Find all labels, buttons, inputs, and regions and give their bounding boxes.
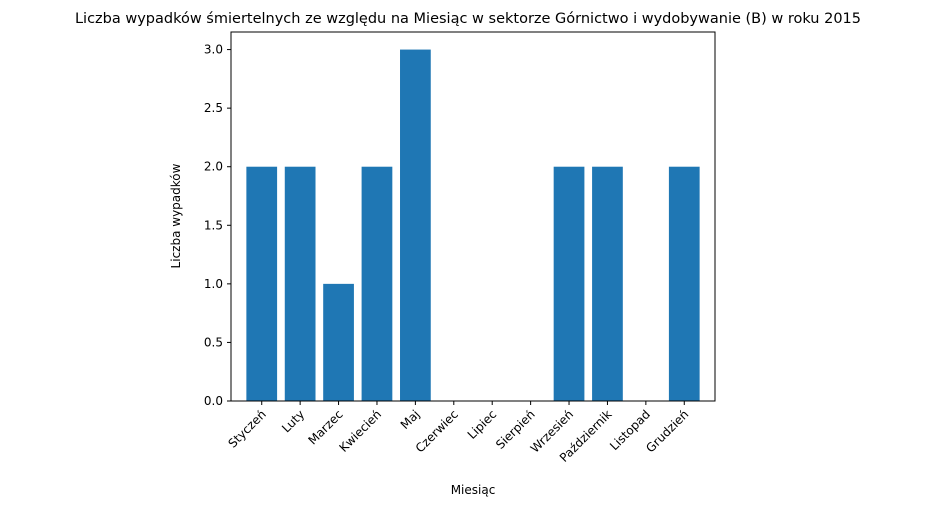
x-tick-label: Styczeń [225, 407, 268, 450]
bar-4 [400, 49, 431, 401]
bar-2 [323, 283, 354, 401]
bar-8 [553, 166, 585, 401]
y-tick-label: 3.0 [204, 43, 223, 57]
x-tick-label: Maj [398, 407, 423, 432]
x-tick-label: Grudzień [643, 407, 691, 455]
y-tick-label: 1.5 [204, 218, 223, 232]
x-tick-label: Lipiec [465, 407, 500, 442]
bars-group [246, 49, 700, 401]
y-tick-label: 0.5 [204, 335, 223, 349]
x-tick-label: Luty [279, 407, 307, 435]
bar-0 [246, 166, 278, 401]
x-tick-label: Kwiecień [336, 407, 384, 455]
y-tick-label: 1.0 [204, 277, 223, 291]
bar-1 [284, 166, 316, 401]
x-tick-label: Czerwiec [413, 407, 461, 455]
x-axis-label: Miesiąc [451, 483, 496, 497]
y-axis-label: Liczba wypadków [169, 163, 183, 268]
bar-9 [592, 166, 623, 401]
y-tick-label: 2.0 [204, 160, 223, 174]
chart-title: Liczba wypadków śmiertelnych ze względu … [75, 11, 861, 27]
plot-frame [230, 31, 716, 402]
y-axis: 0.0 0.5 1.0 1.5 2.0 2.5 3.0 [204, 43, 231, 408]
y-tick-label: 2.5 [204, 101, 223, 115]
y-tick-label: 0.0 [204, 394, 223, 408]
bar-3 [361, 166, 393, 401]
bar-11 [668, 166, 700, 401]
